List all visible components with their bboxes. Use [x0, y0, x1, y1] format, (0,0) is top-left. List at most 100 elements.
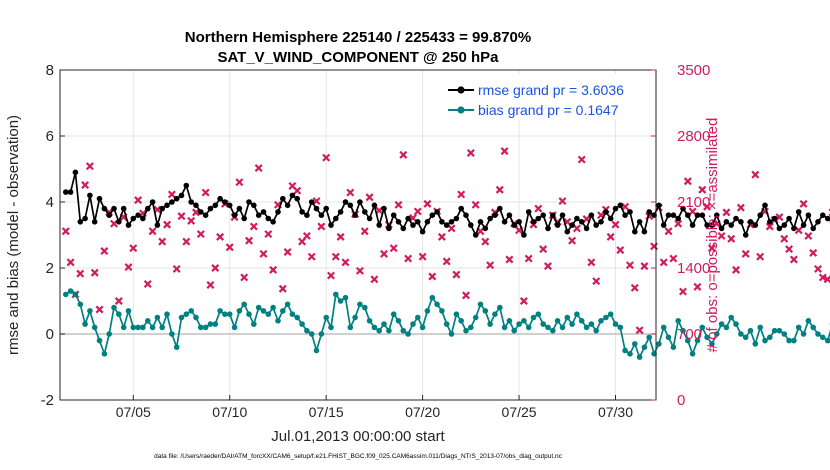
bias-point — [665, 334, 672, 341]
obs-count-marker — [481, 237, 490, 246]
rmse-point — [251, 202, 257, 209]
obs-marker-stroke — [765, 222, 774, 231]
rmse-point — [530, 219, 537, 225]
bias-point — [362, 304, 368, 311]
obs-marker-stroke — [143, 280, 152, 289]
obs-marker-stroke — [172, 264, 181, 273]
bias-point — [482, 308, 489, 314]
rmse-point — [173, 195, 180, 202]
obs-marker-stroke — [462, 291, 470, 300]
obs-marker-stroke — [307, 252, 316, 261]
rmse-point — [362, 209, 368, 215]
obs-count-marker — [804, 231, 813, 240]
rmse-point — [169, 199, 175, 205]
bias-point — [149, 324, 156, 331]
legend-rmse-label: rmse grand pr = 3.6036 — [478, 82, 624, 98]
rmse-point — [622, 212, 628, 218]
rmse-point — [718, 225, 725, 232]
obs-marker-stroke — [481, 237, 490, 246]
rmse-point — [299, 209, 305, 215]
bias-point — [545, 324, 551, 331]
obs-count-marker — [76, 269, 85, 278]
obs-count-marker — [698, 185, 707, 194]
obs-count-marker — [95, 305, 104, 314]
rmse-point — [400, 225, 407, 232]
rmse-point — [511, 222, 517, 228]
rmse-point — [395, 219, 402, 225]
obs-marker-stroke — [124, 263, 133, 272]
obs-marker-stroke — [196, 230, 205, 239]
obs-marker-stroke — [365, 193, 374, 202]
obs-marker-stroke — [558, 197, 567, 206]
bias-point — [752, 341, 759, 347]
bias-point — [607, 311, 614, 318]
obs-count-marker — [302, 231, 311, 240]
bias-point — [477, 301, 484, 308]
bias-point — [487, 321, 493, 327]
obs-count-marker — [408, 214, 417, 223]
rmse-line — [65, 171, 830, 236]
obs-count-marker — [486, 261, 495, 270]
obs-count-marker — [423, 199, 432, 208]
obs-marker-stroke — [789, 255, 798, 264]
obs-count-marker — [732, 265, 741, 274]
rmse-point — [342, 199, 349, 205]
rmse-point — [612, 205, 619, 212]
obs-marker-stroke — [457, 190, 466, 199]
obs-count-marker — [736, 203, 745, 212]
bias-point — [390, 311, 397, 318]
obs-marker-stroke — [394, 200, 403, 209]
rmse-point — [231, 212, 238, 218]
obs-marker-stroke — [380, 249, 389, 258]
obs-marker-stroke — [606, 232, 615, 241]
rmse-point — [236, 205, 243, 212]
obs-marker-stroke — [177, 212, 186, 221]
obs-count-marker — [756, 252, 765, 261]
rmse-point — [704, 222, 710, 228]
obs-marker-stroke — [621, 202, 630, 211]
obs-marker-stroke — [134, 196, 143, 205]
obs-marker-stroke — [659, 258, 668, 267]
obs-marker-stroke — [722, 208, 731, 217]
bias-point — [231, 324, 238, 331]
rmse-point — [67, 189, 74, 195]
rmse-point — [487, 215, 493, 222]
bias-point — [275, 318, 281, 324]
obs-marker-stroke — [264, 230, 273, 239]
obs-count-marker — [225, 243, 234, 252]
rmse-point — [376, 222, 383, 228]
obs-count-marker — [534, 204, 543, 213]
obs-marker-stroke — [211, 264, 220, 272]
bias-point — [800, 331, 807, 337]
obs-count-marker — [539, 245, 548, 254]
obs-marker-stroke — [423, 199, 432, 208]
rmse-point — [742, 232, 749, 238]
obs-count-marker — [254, 164, 263, 173]
obs-marker-stroke — [322, 153, 331, 162]
bias-point — [178, 314, 185, 321]
obs-count-marker — [452, 270, 461, 279]
rmse-point — [63, 189, 69, 195]
y-tick-label: 8 — [46, 62, 54, 79]
rmse-point — [381, 205, 387, 212]
rmse-point — [415, 219, 421, 225]
bias-point — [366, 318, 373, 324]
obs-count-marker — [346, 188, 355, 197]
bias-point — [448, 331, 455, 337]
rmse-point — [472, 232, 479, 238]
rmse-point — [410, 222, 416, 228]
obs-count-marker — [799, 199, 808, 208]
obs-count-marker — [785, 245, 794, 254]
obs-marker-stroke — [732, 265, 741, 274]
bias-point — [738, 331, 744, 337]
obs-count-marker — [249, 222, 258, 231]
bias-point — [164, 311, 170, 318]
left-y-axis-label: rmse and bias (model - observation) — [5, 115, 22, 355]
obs-count-marker — [780, 234, 789, 243]
obs-count-marker — [148, 227, 157, 236]
bias-point — [405, 331, 411, 337]
bias-point — [415, 314, 421, 321]
obs-marker-stroke — [698, 185, 707, 194]
rmse-point — [439, 219, 445, 225]
rmse-point — [709, 222, 715, 228]
